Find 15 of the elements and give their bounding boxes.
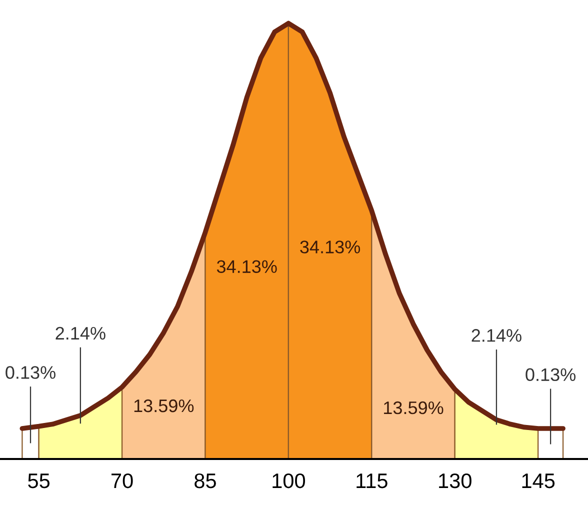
x-tick-label: 145 <box>522 474 555 488</box>
x-tick-label: 130 <box>439 473 472 488</box>
text: 0.13% <box>6 366 56 379</box>
x-tick-label: 55 <box>28 474 50 488</box>
x-tick-label: 115 <box>356 474 388 488</box>
series-label: 13.59% <box>384 401 444 414</box>
x-tick-label: 70 <box>112 473 133 488</box>
text: 0.13% <box>526 368 576 382</box>
text: 2.14% <box>56 326 106 340</box>
x-tick-label: 100 <box>272 473 306 488</box>
text: 2.14% <box>472 329 522 342</box>
series-label: 34.13% <box>300 240 360 254</box>
series-label: 13.59% <box>134 399 194 412</box>
series-label: 34.13% <box>216 260 277 273</box>
x-tick-label: 85 <box>194 473 216 488</box>
